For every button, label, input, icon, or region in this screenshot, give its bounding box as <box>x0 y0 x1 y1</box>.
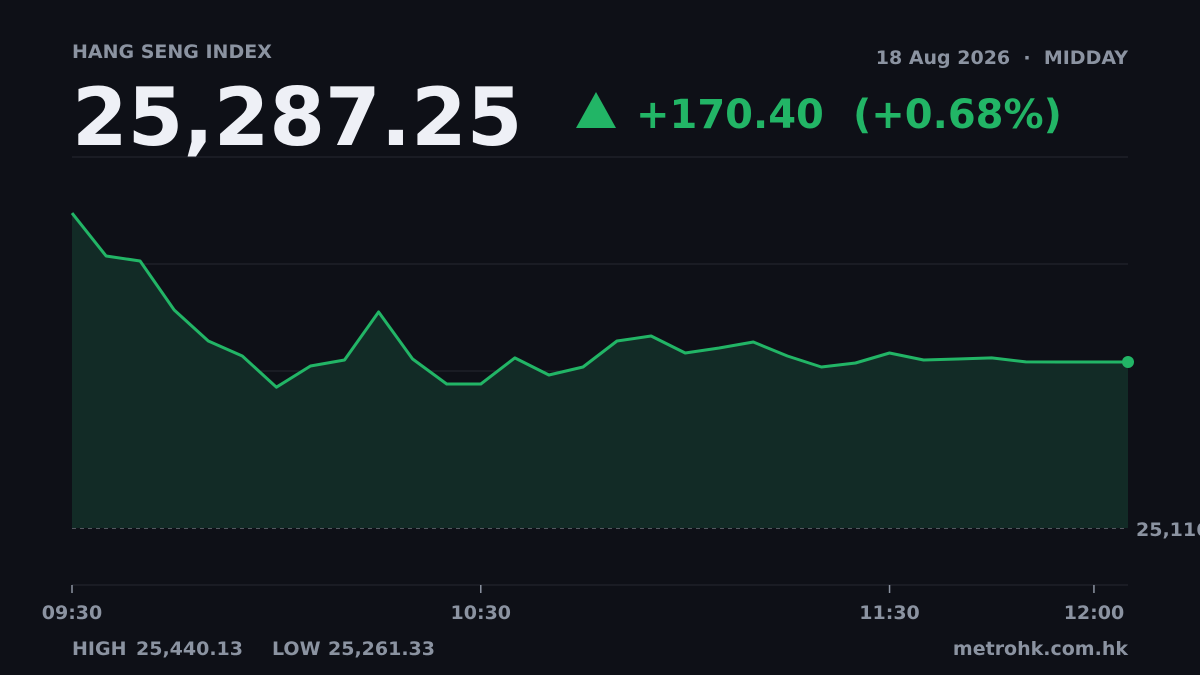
x-tick-label: 12:00 <box>1064 602 1124 624</box>
last-price: 25,287.25 <box>72 71 522 164</box>
change: +170.40 <box>636 92 824 138</box>
reference-label: 25,116.85 <box>1136 519 1200 541</box>
high-label: HIGH <box>72 638 126 660</box>
low-value: 25,261.33 <box>328 638 435 660</box>
x-tick-label: 10:30 <box>451 602 511 624</box>
x-tick-label: 09:30 <box>42 602 102 624</box>
low-label: LOW <box>272 638 321 660</box>
price-line <box>70 212 1128 389</box>
last-point <box>1122 355 1134 368</box>
dateline: 18 Aug 2026 · MIDDAY <box>876 47 1128 69</box>
change-pct: (+0.68%) <box>853 92 1062 138</box>
up-arrow <box>576 92 616 128</box>
high-value: 25,440.13 <box>136 638 243 660</box>
area-fill <box>72 213 1128 528</box>
x-tick-label: 11:30 <box>859 602 919 624</box>
source: metrohk.com.hk <box>953 638 1128 660</box>
index-title: HANG SENG INDEX <box>72 41 272 63</box>
